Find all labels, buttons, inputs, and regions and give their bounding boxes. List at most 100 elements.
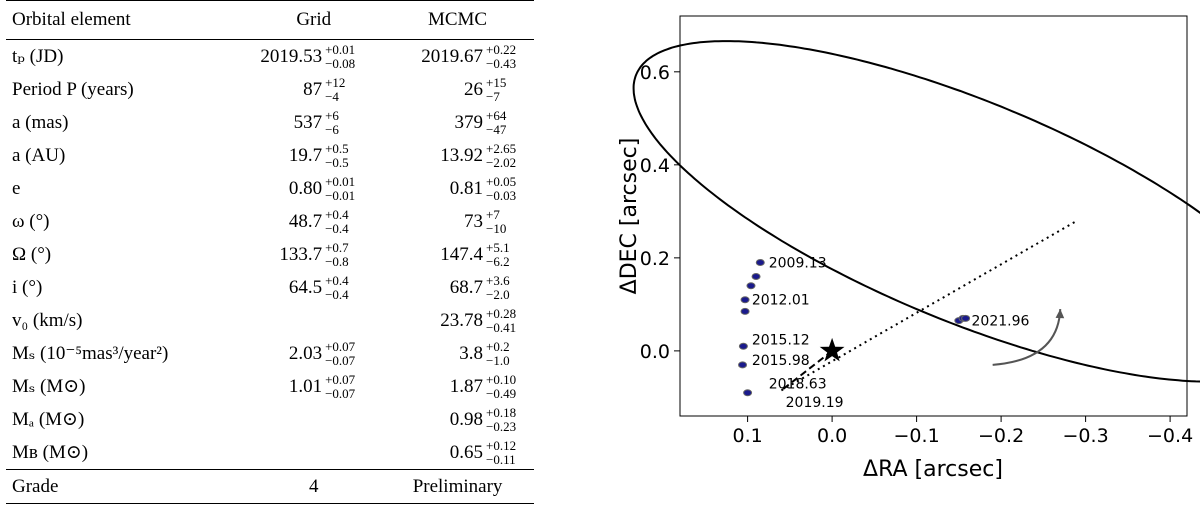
mcmc-uncertainty: +2.65 −2.02 [486,142,522,170]
y-tick-label: 0.0 [640,341,670,363]
epoch-label: 2019.19 [786,395,844,411]
mcmc-value: 68.7 [450,277,483,298]
grid-uncertainty: +0.5 −0.5 [325,142,361,170]
mcmc-uncertainty: +0.12 −0.11 [486,439,522,467]
mcmc-value: 2019.67 [421,46,483,67]
lower-error: −0.07 [325,387,361,401]
lower-error: −0.49 [486,387,522,401]
row-label: Mʙ (M⊙) [6,436,228,470]
mcmc-value: 3.8 [459,343,483,364]
grid-uncertainty: +6 −6 [325,109,361,137]
lower-error: −0.4 [325,288,361,302]
grid-value-cell: 537 +6 −6 [228,106,381,139]
mcmc-value: 379 [455,112,484,133]
grade-row: Grade 4 Preliminary [6,470,534,504]
mcmc-value: 73 [464,211,483,232]
grid-value: 2019.53 [260,46,322,67]
x-tick-label: 0.0 [817,425,847,447]
upper-error: +0.4 [325,208,361,222]
table-body: tₚ (JD) 2019.53 +0.01 −0.08 2019.67 +0.22 −0.4… [6,40,534,504]
lower-error: −0.03 [486,189,522,203]
grid-value: 64.5 [289,277,322,298]
mcmc-value-cell: 2019.67 +0.22 −0.43 [381,40,534,74]
upper-error: +0.2 [486,340,522,354]
lower-error: −0.23 [486,420,522,434]
grid-value: 0.80 [289,178,322,199]
lower-error: −0.5 [325,156,361,170]
header-orbital-element: Orbital element [6,1,228,40]
table-header-row: Orbital element Grid MCMC [6,1,534,40]
table-row: v₀ (km/s) 23.78 +0.28 −0.41 [6,304,534,337]
grid-value: 19.7 [289,145,322,166]
mcmc-uncertainty: +15 −7 [486,76,522,104]
grid-uncertainty: +0.07 −0.07 [325,340,361,368]
upper-error: +0.22 [486,43,522,57]
mcmc-value-cell: 1.87 +0.10 −0.49 [381,370,534,403]
grid-value: 87 [303,79,322,100]
lower-error: −0.01 [325,189,361,203]
table-row: a (mas) 537 +6 −6 379 +64 −47 [6,106,534,139]
grid-value-cell: 87 +12 −4 [228,73,381,106]
y-tick-label: 0.6 [640,62,670,84]
mcmc-uncertainty: +0.22 −0.43 [486,43,522,71]
lower-error: −0.41 [486,321,522,335]
mcmc-value-cell: 0.81 +0.05 −0.03 [381,172,534,205]
table-row: tₚ (JD) 2019.53 +0.01 −0.08 2019.67 +0.22 −0.4… [6,40,534,74]
lower-error: −7 [486,90,522,104]
mcmc-value-cell: 13.92 +2.65 −2.02 [381,139,534,172]
observation-point [741,297,749,303]
lower-error: −10 [486,222,522,236]
row-label: a (AU) [6,139,228,172]
table-row: Mʙ (M⊙) 0.65 +0.12 −0.11 [6,436,534,470]
lower-error: −0.4 [325,222,361,236]
x-axis-label: ΔRA [arcsec] [863,457,1003,482]
orbital-elements-table-container: Orbital element Grid MCMC tₚ (JD) 2019.53… [6,0,536,526]
upper-error: +0.7 [325,241,361,255]
table-row: Mₐ (M⊙) 0.98 +0.18 −0.23 [6,403,534,436]
upper-error: +0.4 [325,274,361,288]
grid-value-cell: 2.03 +0.07 −0.07 [228,337,381,370]
x-ticks: 0.1 0.0 −0.1 −0.2 −0.3 −0.4 [732,416,1193,447]
mcmc-value-cell: 23.78 +0.28 −0.41 [381,304,534,337]
lower-error: −0.07 [325,354,361,368]
mcmc-value-cell: 0.98 +0.18 −0.23 [381,403,534,436]
x-tick-label: −0.2 [978,425,1024,447]
mcmc-value-cell: 3.8 +0.2 −1.0 [381,337,534,370]
epoch-label: 2015.98 [752,353,810,369]
observation-point [962,315,970,321]
grid-uncertainty: +0.01 −0.08 [325,43,361,71]
mcmc-value: 147.4 [440,244,483,265]
x-tick-label: −0.3 [1063,425,1109,447]
mcmc-value: 0.98 [450,409,483,430]
upper-error: +64 [486,109,522,123]
row-label: Ω (°) [6,238,228,271]
grid-value-cell: 1.01 +0.07 −0.07 [228,370,381,403]
lower-error: −4 [325,90,361,104]
mcmc-value-cell: 26 +15 −7 [381,73,534,106]
upper-error: +0.01 [325,43,361,57]
row-label: Mₛ (10⁻⁵mas³/year²) [6,337,228,370]
y-axis-label: ΔDEC [arcsec] [617,138,642,295]
upper-error: +0.01 [325,175,361,189]
grid-uncertainty: +0.07 −0.07 [325,373,361,401]
grid-uncertainty: +0.4 −0.4 [325,274,361,302]
x-tick-label: −0.4 [1147,425,1193,447]
upper-error: +0.18 [486,406,522,420]
upper-error: +0.28 [486,307,522,321]
grid-value-cell: 0.80 +0.01 −0.01 [228,172,381,205]
lower-error: −6 [325,123,361,137]
grid-value-cell: 133.7 +0.7 −0.8 [228,238,381,271]
grid-value-cell: 19.7 +0.5 −0.5 [228,139,381,172]
mcmc-uncertainty: +0.10 −0.49 [486,373,522,401]
arrow-head-icon [1056,309,1065,318]
mcmc-uncertainty: +3.6 −2.0 [486,274,522,302]
grade-grid: 4 [228,470,381,504]
upper-error: +15 [486,76,522,90]
observation-point [739,362,747,368]
mcmc-uncertainty: +64 −47 [486,109,522,137]
mcmc-value-cell: 379 +64 −47 [381,106,534,139]
observation-point [756,260,764,266]
upper-error: +3.6 [486,274,522,288]
row-label: Period P (years) [6,73,228,106]
table-row: i (°) 64.5 +0.4 −0.4 68.7 +3.6 −2.0 [6,271,534,304]
